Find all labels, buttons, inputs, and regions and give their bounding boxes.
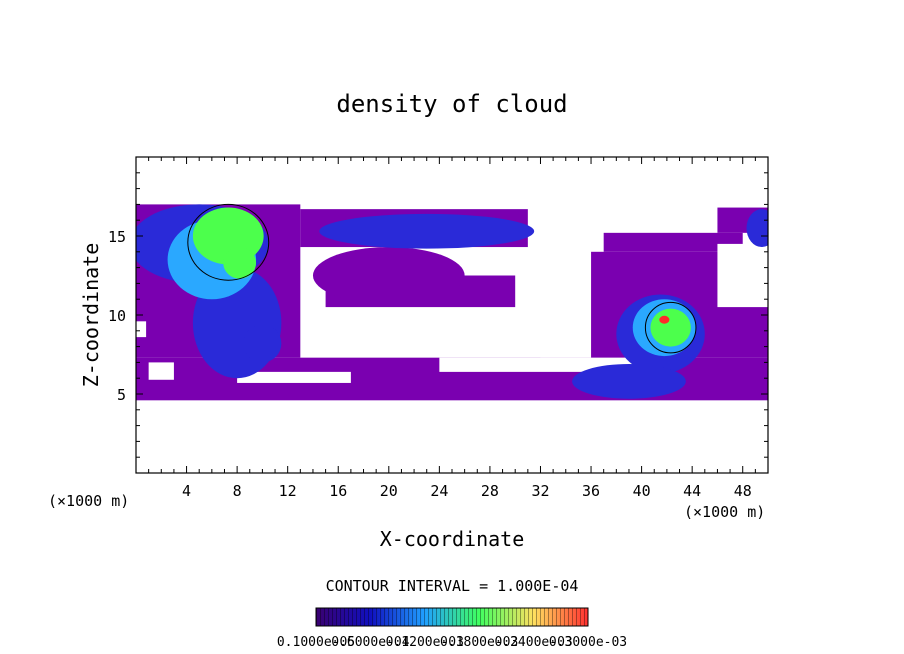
x-unit-right: (×1000 m) — [684, 503, 765, 521]
cloud-gap — [439, 357, 642, 372]
colorbar-label: 0.2400e-03 — [494, 635, 572, 650]
x-unit-left: (×1000 m) — [48, 492, 129, 510]
x-tick-label: 20 — [380, 482, 398, 500]
x-tick-label: 12 — [279, 482, 297, 500]
axis-ticks — [136, 157, 768, 473]
x-tick-label: 8 — [233, 482, 242, 500]
contour-line — [644, 301, 697, 354]
x-tick-label: 24 — [430, 482, 448, 500]
x-axis-label: X-coordinate — [380, 527, 525, 551]
cloud-low — [312, 247, 465, 304]
x-tick-label: 44 — [683, 482, 701, 500]
cloud-peak — [659, 315, 670, 324]
colorbar-label: 0.6000e-04 — [331, 635, 409, 650]
colorbar-label: 0.1800e-03 — [440, 635, 518, 650]
cloud-gap — [717, 243, 768, 308]
y-tick-label: 5 — [117, 386, 126, 404]
cloud-field — [136, 203, 768, 401]
colorbar-label: 0.1000e-05 — [277, 635, 355, 650]
cloud-gap — [237, 371, 351, 383]
cloud-mid — [243, 324, 282, 363]
cloud-mid — [319, 213, 535, 249]
cloud-mid — [572, 363, 686, 399]
x-tick-label: 28 — [481, 482, 499, 500]
x-tick-label: 16 — [329, 482, 347, 500]
x-tick-label: 32 — [531, 482, 549, 500]
cloud-high — [223, 247, 257, 279]
cloud-mid — [746, 209, 768, 248]
colorbar-labels: 0.1000e-050.6000e-040.1200e-030.1800e-03… — [277, 635, 627, 650]
x-tick-label: 48 — [734, 482, 752, 500]
x-tick-label: 36 — [582, 482, 600, 500]
cloud-low — [603, 232, 743, 252]
cloud-gap — [148, 362, 174, 380]
colorbar-label: 0.1200e-03 — [386, 635, 464, 650]
y-axis-label: Z-coordinate — [79, 243, 103, 388]
x-tick-label: 40 — [633, 482, 651, 500]
colorbar-frame — [315, 607, 589, 627]
y-tick-label: 10 — [108, 307, 126, 325]
y-tick-label: 15 — [108, 228, 126, 246]
colorbar-stripes — [316, 608, 588, 626]
contour-interval-label: CONTOUR INTERVAL = 1.000E-04 — [326, 577, 579, 595]
cloud-gap — [540, 251, 592, 358]
cloud-high — [650, 308, 691, 347]
x-tick-label: 4 — [182, 482, 191, 500]
chart-title: density of cloud — [336, 90, 567, 118]
colorbar-label: 0.3000e-03 — [549, 635, 627, 650]
contour-line — [187, 203, 270, 281]
cloud-gap — [136, 321, 147, 338]
